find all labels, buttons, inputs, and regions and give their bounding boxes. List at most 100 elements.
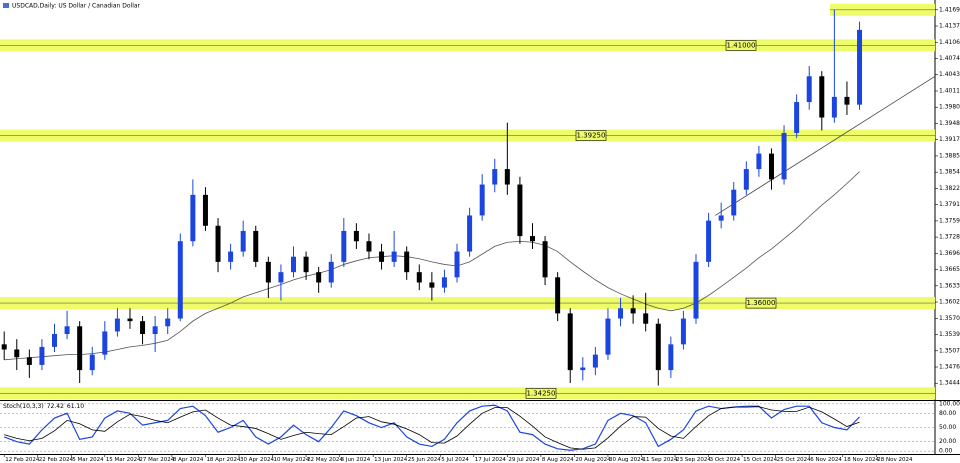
candle-body bbox=[26, 357, 32, 365]
candle-body bbox=[228, 251, 234, 262]
level-label-box bbox=[525, 387, 557, 399]
x-tick-label: 25 Jun 2024 bbox=[408, 457, 442, 463]
level-label: 1.36000 bbox=[747, 299, 776, 307]
y-tick-label: 100.00 bbox=[939, 400, 960, 407]
y-tick-label: 80.00 bbox=[939, 410, 956, 417]
y-tick-label: 1.35075 bbox=[939, 347, 960, 354]
x-tick-label: 15 Mar 2024 bbox=[106, 457, 141, 463]
candle-body bbox=[567, 313, 573, 371]
x-tick-label: 22 May 2024 bbox=[307, 457, 343, 463]
candle-body bbox=[1, 344, 7, 350]
candle-body bbox=[328, 261, 334, 283]
stoch-line bbox=[3, 404, 860, 451]
x-tick-label: 25 Oct 2024 bbox=[777, 457, 812, 463]
candle-body bbox=[655, 323, 661, 371]
candle-body bbox=[303, 256, 309, 273]
indicator-text: Stoch(10,3,3) bbox=[3, 403, 44, 410]
candle-body bbox=[731, 189, 737, 216]
candle-body bbox=[152, 326, 158, 335]
candle-body bbox=[341, 230, 347, 262]
x-tick-label: 29 Jul 2024 bbox=[508, 457, 540, 463]
candle-body bbox=[215, 225, 221, 262]
candle-body bbox=[391, 251, 397, 262]
candle-body bbox=[379, 251, 385, 262]
candle-body bbox=[844, 96, 850, 105]
x-tick-label: 3 Oct 2024 bbox=[710, 457, 741, 463]
x-tick-label: 15 Oct 2024 bbox=[743, 457, 778, 463]
x-tick-label: 18 Apr 2024 bbox=[206, 457, 241, 463]
level-label-box bbox=[725, 40, 757, 51]
level-label: 1.34250 bbox=[527, 389, 556, 397]
x-tick-label: 17 Jul 2024 bbox=[475, 457, 507, 463]
candle-body bbox=[404, 251, 410, 273]
candle-body bbox=[177, 241, 183, 319]
candle-body bbox=[517, 184, 523, 237]
y-tick-label: 1.37910 bbox=[939, 201, 960, 208]
y-tick-label: 1.41060 bbox=[939, 39, 960, 46]
candle-body bbox=[454, 251, 460, 278]
x-tick-label: 8 Apr 2024 bbox=[173, 457, 204, 463]
level-label: 1.41000 bbox=[727, 41, 756, 49]
candle-body bbox=[253, 230, 259, 262]
y-tick-label: 1.35390 bbox=[939, 331, 960, 338]
candle-body bbox=[429, 282, 435, 288]
y-tick-label: 0.00 bbox=[939, 448, 953, 455]
candle-body bbox=[831, 96, 837, 118]
moving-average bbox=[4, 171, 860, 361]
candle-body bbox=[768, 153, 774, 180]
candle-body bbox=[140, 321, 146, 335]
candle-body bbox=[756, 153, 762, 170]
candle-body bbox=[819, 76, 825, 118]
y-tick-label: 1.37595 bbox=[939, 217, 960, 224]
candle-body bbox=[706, 220, 712, 262]
y-tick-label: 1.35705 bbox=[939, 315, 960, 322]
x-tick-label: 5 Mar 2024 bbox=[72, 457, 104, 463]
candle-body bbox=[794, 102, 800, 133]
candle-body bbox=[441, 277, 447, 288]
candle-body bbox=[114, 318, 120, 332]
candle-body bbox=[542, 241, 548, 278]
candle-body bbox=[416, 272, 422, 283]
candle-body bbox=[781, 132, 787, 180]
candle-body bbox=[643, 313, 649, 324]
y-tick-label: 1.40430 bbox=[939, 71, 960, 78]
y-tick-label: 1.36020 bbox=[939, 299, 960, 306]
y-tick-label: 20.00 bbox=[939, 438, 956, 445]
y-tick-label: 1.40745 bbox=[939, 55, 960, 62]
candle-body bbox=[265, 261, 271, 283]
y-tick-label: 1.39485 bbox=[939, 120, 960, 127]
candle-body bbox=[618, 308, 624, 319]
indicator-text: 61.10 bbox=[67, 403, 84, 410]
y-tick-label: 1.36650 bbox=[939, 266, 960, 273]
candle-body bbox=[202, 194, 208, 226]
trend-line bbox=[715, 75, 936, 216]
chart-title: USDCAD,Daily: US Dollar / Canadian Dolla… bbox=[12, 3, 141, 10]
candle-body bbox=[127, 318, 133, 322]
x-tick-label: 30 Apr 2024 bbox=[240, 457, 275, 463]
x-tick-label: 23 Sep 2024 bbox=[676, 457, 711, 463]
candle-body bbox=[479, 184, 485, 216]
x-tick-label: 30 Aug 2024 bbox=[609, 457, 645, 463]
candle-body bbox=[492, 169, 498, 185]
candle-body bbox=[64, 326, 70, 335]
candle-body bbox=[102, 331, 108, 355]
candle-body bbox=[190, 194, 196, 242]
y-tick-label: 1.36335 bbox=[939, 282, 960, 289]
y-tick-label: 1.36965 bbox=[939, 250, 960, 257]
candle-body bbox=[240, 230, 246, 252]
candle-body bbox=[668, 344, 674, 371]
y-tick-label: 1.41375 bbox=[939, 23, 960, 30]
candle-body bbox=[278, 272, 284, 283]
x-tick-label: 5 Jul 2024 bbox=[441, 457, 469, 463]
level-label: 1.39250 bbox=[577, 132, 606, 140]
x-tick-label: 13 Jun 2024 bbox=[374, 457, 408, 463]
candle-body bbox=[316, 272, 322, 283]
candle-body bbox=[555, 277, 561, 314]
x-tick-label: 22 Feb 2024 bbox=[39, 457, 74, 463]
symbol-icon bbox=[3, 3, 9, 8]
x-tick-label: 18 Nov 2024 bbox=[844, 457, 880, 463]
candle-body bbox=[630, 308, 636, 314]
level-label-box bbox=[575, 130, 607, 141]
